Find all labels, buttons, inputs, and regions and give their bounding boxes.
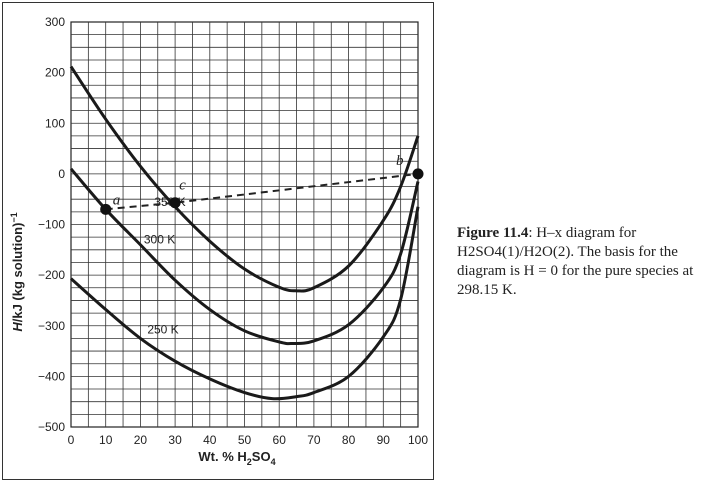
y-tick-label: −400 [38,369,65,383]
y-tick-label: −200 [38,268,65,282]
y-axis-label: H/kJ (kg solution)−1 [9,212,25,331]
state-point-b [412,168,424,180]
y-tick-label: 200 [45,66,65,80]
state-points: a c b [100,153,424,215]
isotherm-300-k [69,167,420,346]
h-x-chart: 0 10 20 30 40 50 60 70 80 90 100 300 200 100 0 −100 −200… [9,15,428,467]
y-tick-label: −500 [38,420,65,434]
isotherm-250-k [70,206,420,401]
figure-caption: Figure 11.4: H–x diagram for H2SO4(1)/H2… [457,224,717,300]
isotherm-label-300-k: 300 K [144,233,175,247]
x-axis-label: Wt. % H2SO4 [198,449,275,467]
tick-labels: 0 10 20 30 40 50 60 70 80 90 100 300 200 100 0 −100 −200… [38,15,428,447]
figure-frame [2,2,434,480]
isotherm-label-250-k: 250 K [147,322,178,336]
grid [70,21,419,428]
state-point-label-c: c [179,178,186,194]
x-tick-label: 20 [134,433,148,447]
caption-text: : H–x diagram for H2SO4(1)/H2O(2). The b… [457,225,694,298]
x-tick-label: 60 [273,433,287,447]
state-point-c [169,197,181,209]
caption-figure-number: Figure 11.4 [457,225,529,241]
x-tick-label: 0 [68,433,75,447]
y-tick-label: 300 [45,15,65,29]
x-tick-label: 90 [377,433,391,447]
state-point-a [100,203,112,215]
y-tick-label: 0 [58,167,65,181]
x-tick-label: 30 [168,433,182,447]
state-point-label-a: a [113,192,121,208]
x-tick-label: 80 [342,433,356,447]
mixing-line-dashed [105,172,419,211]
isotherm-350-k [69,65,420,293]
y-tick-label: −300 [38,319,65,333]
y-tick-label: −100 [38,218,65,232]
state-point-label-b: b [396,153,404,169]
x-tick-label: 100 [408,433,428,447]
x-tick-label: 40 [203,433,217,447]
x-tick-label: 50 [238,433,252,447]
x-tick-label: 10 [99,433,113,447]
x-tick-label: 70 [307,433,321,447]
y-tick-label: 100 [45,116,65,130]
